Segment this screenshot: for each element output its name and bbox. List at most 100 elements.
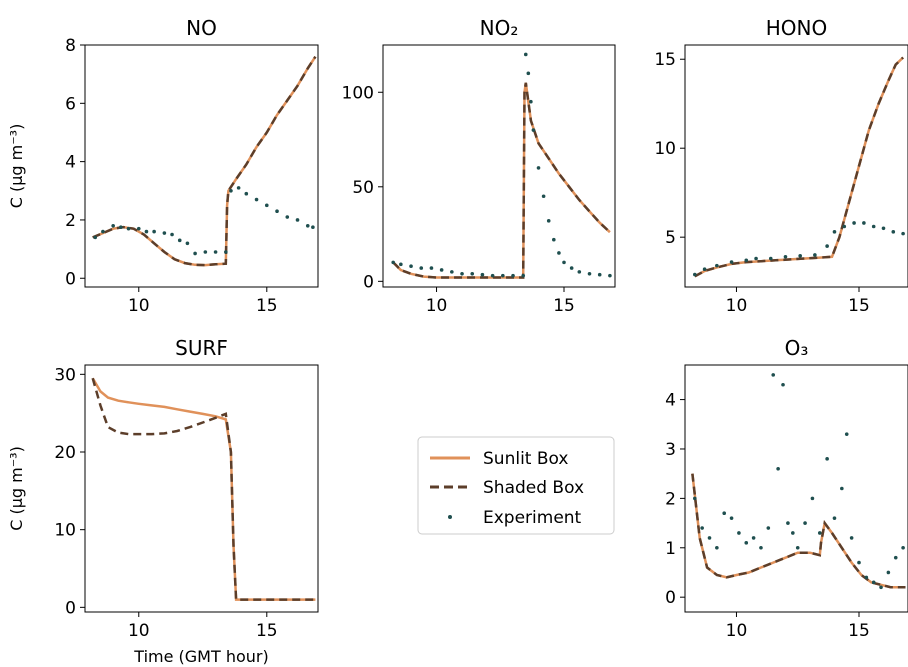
panel-no-ytick-label: 0	[65, 269, 76, 289]
panel-no-frame	[84, 44, 319, 288]
panel-no-experiment-point	[391, 260, 395, 265]
panel-o-experiment-point	[817, 531, 822, 535]
panel-o-title: O₃	[785, 336, 809, 360]
panel-no-experiment-point	[587, 271, 592, 276]
panel-hono-experiment-point	[832, 230, 837, 234]
panel-o-xtick-label: 10	[726, 621, 748, 641]
panel-no-experiment-point	[144, 229, 149, 234]
panel-o-shaded-box-line	[691, 473, 906, 589]
panel-hono-experiment-point	[768, 256, 773, 261]
panel-hono-experiment-point	[702, 267, 707, 272]
panel-no-ytick-label: 2	[65, 211, 76, 231]
panel-no-experiment-point	[480, 272, 485, 277]
panel-no-sunlit-box-line	[392, 82, 611, 279]
panel-o-experiment-point	[776, 466, 780, 471]
panel-no-experiment-point	[526, 71, 531, 76]
panel-no-experiment-point	[460, 271, 464, 276]
panel-no-experiment-point	[546, 219, 551, 223]
panel-o-experiment-point	[844, 432, 849, 436]
legend-swatch-experiment	[448, 515, 452, 519]
panel-hono-shaded-box-line	[694, 56, 904, 278]
panel-no-experiment-point	[429, 266, 434, 270]
panel-no-shaded-box-line	[392, 82, 611, 279]
panel-no-experiment-point	[521, 273, 526, 278]
legend-label-sunlit: Sunlit Box	[483, 449, 568, 469]
panel-hono-experiment-point	[881, 226, 886, 231]
panel-no-experiment-point	[399, 262, 403, 267]
panel-o-experiment-point	[744, 541, 749, 545]
panel-no-experiment-point	[552, 237, 556, 242]
panel-o-experiment-point	[771, 373, 776, 377]
panel-o-experiment-point	[722, 511, 727, 515]
panel-hono-experiment-point	[825, 244, 829, 248]
panel-no-experiment-point	[285, 215, 290, 219]
panel-no-experiment-point	[577, 270, 582, 274]
panel-no-experiment-point	[409, 264, 413, 269]
panel-no-experiment-point	[562, 260, 566, 265]
panel-hono-title: HONO	[766, 16, 827, 40]
panel-hono-experiment-point	[693, 272, 697, 277]
panel-no-ytick-label: 6	[65, 94, 76, 114]
panel-no-experiment-point	[119, 225, 123, 230]
panel-hono-plot-area	[693, 56, 905, 278]
panel-o-experiment-point	[901, 545, 905, 550]
panel-surf-ytick-label: 20	[54, 443, 76, 463]
panel-o: 10 15 0 1 2 3 4 O₃	[665, 336, 908, 641]
panel-o-experiment-point	[707, 536, 712, 540]
panel-no-ytick-label: 0	[363, 272, 374, 292]
panel-no-experiment-point	[213, 250, 218, 254]
panel-hono-experiment-point	[852, 221, 856, 225]
panel-no-experiment-point	[569, 266, 574, 270]
panel-hono-experiment-point	[842, 224, 847, 229]
panel-surf-xtick-label: 15	[256, 621, 278, 641]
panel-no-experiment-point	[531, 128, 536, 132]
panel-surf-ytick-label: 10	[54, 521, 76, 541]
panel-o-experiment-point	[693, 496, 697, 501]
panel-no-experiment-point	[529, 99, 533, 104]
panel-o-experiment-point	[840, 486, 844, 491]
panel-hono: 10 15 5 10 15 HONO	[654, 16, 908, 316]
panel-hono-sunlit-box-line	[694, 56, 904, 278]
panel-no-xtick-label: 10	[426, 296, 448, 316]
panel-o-experiment-point	[803, 521, 807, 525]
panel-no-ytick-label: 100	[342, 83, 374, 103]
legend-label-shaded: Shaded Box	[483, 478, 584, 498]
panel-no-experiment-point	[305, 223, 310, 228]
panel-no-experiment-point	[152, 229, 156, 234]
panel-o-ytick-label: 0	[665, 588, 676, 608]
panel-no-experiment-point	[224, 250, 228, 254]
panel-no-experiment-point	[608, 273, 612, 278]
panel-no-experiment-point	[244, 191, 249, 196]
legend: Sunlit Box Shaded Box Experiment	[417, 436, 615, 535]
panel-o-ytick-label: 2	[665, 489, 676, 509]
panel-hono-frame	[684, 44, 908, 288]
panel-o-experiment-point	[751, 536, 756, 540]
panel-o-experiment-point	[849, 536, 854, 540]
panel-no-plot-area	[92, 56, 317, 267]
legend-frame	[417, 436, 615, 535]
panel-surf-ytick-label: 30	[54, 365, 76, 385]
panel-o-experiment-point	[886, 570, 891, 575]
panel-no-xtick-label: 10	[128, 296, 150, 316]
panel-no-experiment-point	[93, 235, 98, 240]
panel-no-experiment-point	[470, 271, 475, 276]
panel-no-experiment-point	[264, 203, 269, 208]
panel-o-experiment-point	[786, 521, 790, 525]
panel-o-ytick-label: 3	[665, 440, 676, 460]
panel-no-ytick-label: 8	[65, 36, 76, 56]
panel-surf: 10 15 0 10 20 30 SURF C (μg m⁻³) Time (GMT hour)	[7, 336, 319, 666]
panel-surf-sunlit-box-line	[91, 377, 316, 601]
legend-label-experiment: Experiment	[483, 508, 582, 528]
panel-o-experiment-point	[825, 457, 829, 461]
panel-hono-experiment-point	[862, 221, 866, 225]
panel-no-experiment-point	[450, 270, 454, 274]
panel-no-frame	[382, 44, 616, 288]
panel-no-experiment-point	[229, 188, 233, 193]
panel-o-experiment-point	[832, 516, 837, 520]
panel-no-experiment-point	[193, 251, 197, 256]
panel-hono-xtick-label: 10	[726, 296, 748, 316]
panel-surf-ytick-label: 0	[65, 598, 76, 618]
panel-hono-ytick-label: 15	[654, 50, 676, 70]
panel-o-plot-area	[691, 373, 906, 590]
panel-no-title: NO	[186, 16, 217, 40]
